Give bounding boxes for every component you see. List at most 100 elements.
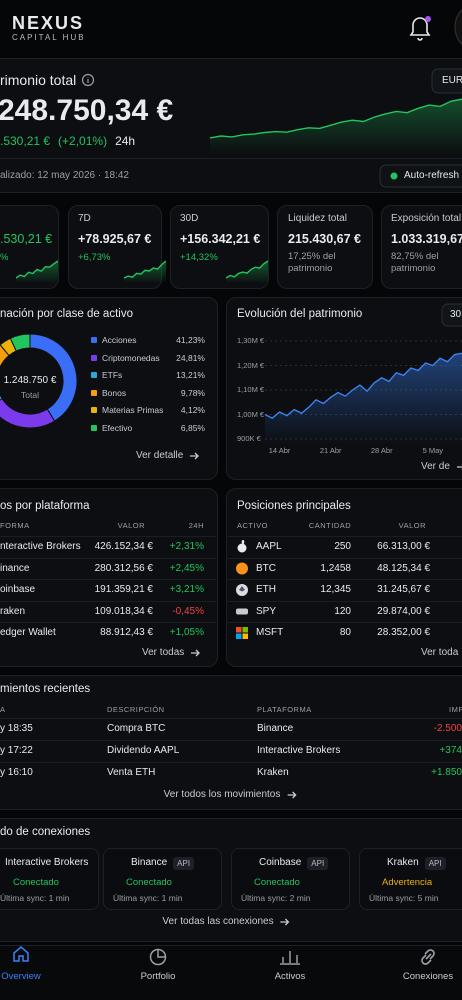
row-divider	[0, 622, 216, 623]
period-change: +14,32%	[180, 252, 218, 263]
link[interactable]: Ver todas las conexiones	[162, 914, 290, 930]
y-tick-label: 900K €	[237, 434, 261, 443]
api-badge: API	[173, 856, 195, 870]
spy-icon	[236, 608, 248, 615]
period-label: 30D	[180, 213, 199, 224]
total-card	[381, 205, 462, 289]
arrow-path	[456, 463, 462, 471]
link-text: Ver detalle	[136, 450, 184, 461]
table-cell: +1,05%	[169, 627, 204, 638]
row-divider	[0, 740, 462, 741]
card-title: Evolución del patrimonio	[237, 308, 363, 320]
donut-slice	[9, 333, 31, 352]
legend-value: 24,81%	[176, 352, 205, 363]
connection-name: Coinbase	[259, 857, 302, 868]
arrow-path	[280, 918, 290, 926]
table-cell: Kraken	[257, 767, 289, 778]
total-note: 17,25% del patrimonio	[288, 251, 336, 274]
table-cell: 31.245,67 €	[377, 584, 430, 595]
table-cell: y 16:10	[0, 767, 33, 778]
arrow-icon	[190, 452, 200, 460]
legend-value: 41,23%	[176, 335, 205, 345]
link[interactable]: Ver todos los movimientos	[164, 787, 297, 803]
eth-mark	[239, 586, 245, 592]
link[interactable]: Ver toda	[421, 645, 462, 661]
connection-tile[interactable]	[103, 848, 222, 910]
trend-line	[209, 98, 462, 139]
link-text: Ver todos los movimientos	[163, 789, 281, 800]
nav-label[interactable]: Portfolio	[140, 971, 176, 982]
nav-label[interactable]: Overview	[1, 971, 41, 982]
connection-name: Binance	[131, 857, 168, 868]
connection-status: Conectado	[126, 877, 172, 888]
table-cell: oinbase	[0, 584, 36, 595]
sparkline	[226, 260, 268, 282]
row-divider	[0, 762, 462, 763]
table-cell: 29.874,00 €	[377, 605, 430, 617]
card-title: Posiciones principales	[237, 500, 351, 512]
x-tick-label: 5 May	[422, 446, 444, 455]
connection-name: Interactive Brokers	[5, 857, 89, 868]
arrow-path	[190, 452, 200, 460]
spark1-line	[124, 260, 166, 279]
table-cell: Interactive Brokers	[257, 745, 341, 756]
row-divider	[226, 536, 462, 537]
legend-value: 13,21%	[176, 370, 205, 381]
connection-tile[interactable]	[0, 848, 99, 910]
change-row: .530,21 € (+2,01%) 24h	[0, 133, 135, 149]
table-cell: 426.152,34 €	[94, 541, 153, 552]
apple-icon	[237, 543, 247, 553]
period-change: %	[0, 252, 9, 263]
table-cell: -0,45%	[172, 605, 204, 617]
nav-icon-overview	[13, 946, 29, 962]
auto-refresh-pill[interactable]	[379, 164, 462, 188]
connection-status: Conectado	[13, 877, 59, 888]
link[interactable]: Ver de	[421, 459, 462, 475]
table-cell: 280.312,56 €	[94, 562, 153, 574]
nav-label[interactable]: Activos	[274, 971, 306, 982]
info-icon[interactable]	[81, 73, 95, 87]
row-divider	[226, 579, 462, 580]
sparkline	[16, 260, 58, 282]
arrow-icon	[191, 649, 201, 657]
connection-tile[interactable]	[231, 848, 350, 910]
y-tick-label: 1,10M €	[237, 385, 265, 394]
column-header: CANTIDAD	[308, 521, 352, 530]
connection-status: Conectado	[254, 877, 300, 888]
range-button[interactable]	[441, 303, 462, 327]
table-cell: +2,31%	[169, 541, 204, 552]
auto-refresh: Auto-refresh	[404, 170, 460, 181]
link[interactable]: Ver detalle	[136, 448, 200, 464]
avatar[interactable]	[454, 2, 462, 52]
column-header: VALOR	[398, 521, 426, 530]
row-divider	[0, 718, 462, 719]
table-cell: +3,21%	[169, 584, 204, 595]
api-badge: API	[424, 856, 446, 870]
table-cell: 120	[334, 605, 351, 617]
table-cell: Compra BTC	[107, 723, 166, 734]
connection-head: Kraken API	[387, 855, 446, 871]
row-divider	[0, 600, 216, 602]
evo-line	[264, 352, 462, 420]
currency-button[interactable]	[431, 68, 462, 94]
trend-area	[210, 99, 462, 154]
y-tick-label: 1,20M €	[237, 360, 265, 370]
legend-name: Efectivo	[102, 423, 133, 433]
x-tick-label: 21 Abr	[319, 446, 342, 455]
card-title: os por plataforma	[0, 500, 90, 512]
x-tick-label: 28 Abr	[370, 446, 393, 455]
link[interactable]: Ver todas	[142, 645, 201, 661]
bell-icon[interactable]	[409, 17, 431, 41]
api-badge: API	[307, 856, 329, 870]
row-divider	[226, 557, 462, 559]
row-divider	[0, 557, 216, 559]
nav-label[interactable]: Conexiones	[402, 971, 454, 982]
currency: EUR	[442, 75, 462, 86]
card-title: nación por clase de activo	[0, 308, 133, 320]
legend-name: Materias Primas	[102, 405, 164, 416]
table-cell: 191.359,21 €	[94, 584, 153, 595]
table-cell: 28.352,00 €	[377, 627, 430, 638]
tagline: CAPITAL HUB	[12, 33, 86, 42]
total-label: Liquidez total	[288, 213, 347, 224]
